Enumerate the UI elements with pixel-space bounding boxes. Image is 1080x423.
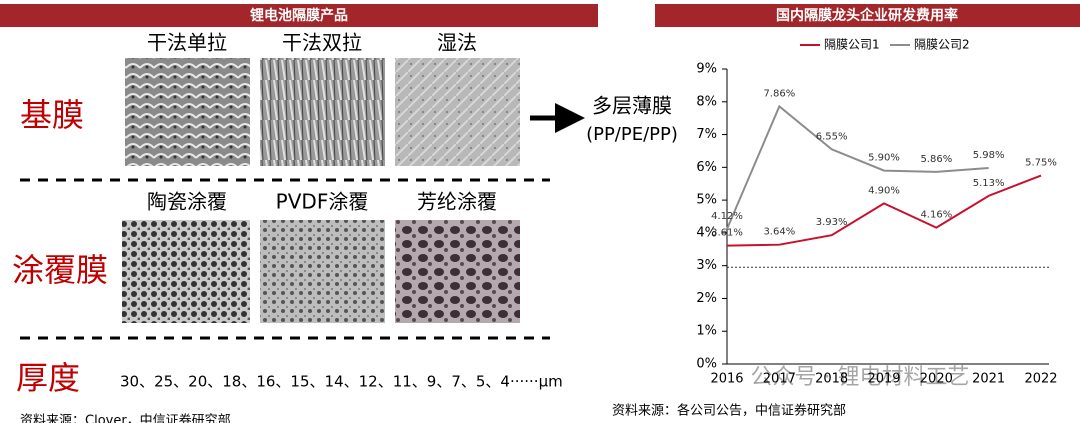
row-label: 涂覆膜 bbox=[12, 251, 108, 289]
data-label: 4.12% bbox=[711, 211, 743, 222]
legend-label: 隔膜公司2 bbox=[914, 38, 970, 52]
column-label: 湿法 bbox=[437, 31, 477, 55]
series-line bbox=[726, 104, 989, 230]
chart: 0% 1% 2% 3% 4% 5% 6% 7% 8% 9% 2016 2017 2018 2019 2020… bbox=[696, 38, 1057, 387]
y-tick-label: 7% bbox=[696, 127, 717, 142]
y-tick-label: 3% bbox=[696, 258, 717, 273]
y-tick-label: 5% bbox=[696, 193, 717, 208]
data-label: 5.98% bbox=[973, 150, 1005, 161]
series-line bbox=[726, 174, 1042, 247]
row-label: 基膜 bbox=[20, 96, 84, 134]
source: 资料来源：各公司公告，中信证券研究部 bbox=[612, 403, 846, 419]
watermark: 公众号 · 锂电材料工艺 bbox=[751, 365, 970, 390]
data-label: 3.61% bbox=[711, 228, 743, 239]
chart-title: 国内隔膜龙头企业研发费用率 bbox=[776, 7, 958, 24]
chart-header bbox=[655, 4, 1080, 27]
x-tick-label: 2022 bbox=[1024, 372, 1057, 387]
y-tick-label: 2% bbox=[696, 291, 717, 306]
sem-image bbox=[395, 58, 520, 166]
x-tick-label: 2021 bbox=[972, 372, 1005, 387]
data-label: 5.86% bbox=[920, 154, 952, 165]
data-label: 5.90% bbox=[868, 153, 900, 164]
data-label: 3.64% bbox=[763, 227, 795, 238]
source: 资料来源：Clover，中信证券研究部 bbox=[20, 413, 231, 423]
column-label: 芳纶涂覆 bbox=[417, 190, 497, 214]
y-tick-label: 0% bbox=[696, 357, 717, 372]
data-label: 6.55% bbox=[816, 131, 848, 142]
y-tick-label: 9% bbox=[696, 62, 717, 77]
data-label: 4.90% bbox=[868, 185, 900, 196]
y-tick-label: 4% bbox=[696, 225, 717, 240]
x-tick-label: 2016 bbox=[710, 372, 743, 387]
y-tick-label: 8% bbox=[696, 94, 717, 109]
y-tick-label: 6% bbox=[696, 160, 717, 175]
legend-label: 隔膜公司1 bbox=[824, 38, 880, 52]
data-label: 7.86% bbox=[763, 88, 795, 99]
y-tick-label: 1% bbox=[696, 324, 717, 339]
sem-image bbox=[122, 220, 250, 323]
sem-image bbox=[395, 220, 520, 323]
sem-image bbox=[260, 220, 385, 323]
sem-image bbox=[260, 58, 385, 166]
data-label: 3.93% bbox=[816, 217, 848, 228]
result-detail: (PP/PE/PP) bbox=[586, 124, 678, 145]
thickness-text: 30、25、20、18、16、15、14、12、11、9、7、5、4······… bbox=[120, 373, 563, 391]
sem-image bbox=[125, 58, 250, 166]
data-label: 4.16% bbox=[920, 210, 952, 221]
x-tick-label: 2017 bbox=[763, 372, 796, 387]
column-label: 干法双拉 bbox=[282, 31, 362, 55]
column-label: PVDF涂覆 bbox=[276, 190, 369, 214]
panel-header bbox=[0, 4, 598, 27]
data-label: 5.13% bbox=[973, 178, 1005, 189]
x-tick-label: 2018 bbox=[815, 372, 848, 387]
x-tick-label: 2019 bbox=[867, 372, 900, 387]
column-label: 陶瓷涂覆 bbox=[147, 190, 227, 214]
panel-title: 锂电池隔膜产品 bbox=[250, 7, 348, 24]
row-label: 厚度 bbox=[16, 359, 80, 397]
result-label: 多层薄膜 bbox=[592, 94, 672, 118]
column-label: 干法单拉 bbox=[147, 31, 227, 55]
x-tick-label: 2020 bbox=[920, 372, 953, 387]
data-label: 5.75% bbox=[1025, 158, 1057, 169]
